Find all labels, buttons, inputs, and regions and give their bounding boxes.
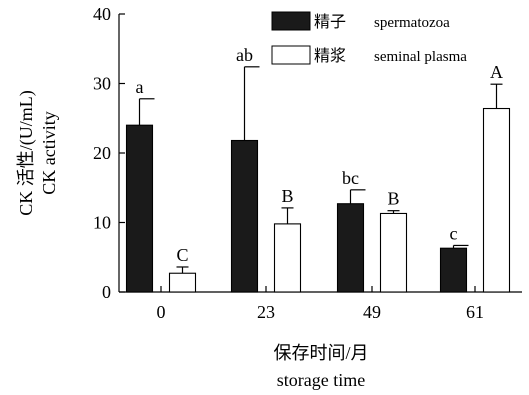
significance-letter: bc xyxy=(342,168,359,188)
significance-letter: c xyxy=(450,223,458,243)
y-axis-title-line1: CK 活性/(U/mL) xyxy=(16,90,37,216)
bar-spermatozoa xyxy=(336,203,365,293)
legend: 精子 spermatozoa 精浆 seminal plasma xyxy=(271,11,467,65)
significance-letter: ab xyxy=(236,45,253,65)
x-tick-label: 23 xyxy=(257,302,275,322)
significance-letter: B xyxy=(281,186,293,206)
significance-letter: B xyxy=(387,189,399,209)
y-axis-title: CK 活性/(U/mL) CK activity xyxy=(16,90,59,216)
significance-letter: a xyxy=(136,77,144,97)
legend-label-spermatozoa-zh: 精子 xyxy=(314,13,346,31)
y-ticks: 0 10 20 30 40 xyxy=(93,4,125,302)
significance-letter: C xyxy=(176,245,188,265)
bar-spermatozoa xyxy=(125,124,154,293)
bar-seminal-plasma xyxy=(168,272,197,293)
y-tick-label: 30 xyxy=(93,74,111,94)
y-axis-title-line2: CK activity xyxy=(39,111,59,195)
bars: a Cab Bbc Bc A xyxy=(125,45,511,293)
legend-label-seminal-plasma-zh: 精浆 xyxy=(314,47,346,65)
x-tick-label: 0 xyxy=(157,302,166,322)
y-tick-label: 0 xyxy=(102,282,111,302)
bar-seminal-plasma xyxy=(273,223,302,293)
x-axis-title: 保存时间/月 storage time xyxy=(273,343,368,390)
y-tick-label: 20 xyxy=(93,143,111,163)
bar-seminal-plasma xyxy=(482,107,511,293)
y-tick-label: 10 xyxy=(93,213,111,233)
legend-swatch-seminal-plasma xyxy=(271,45,311,65)
bar-spermatozoa xyxy=(439,247,468,293)
x-tick-label: 61 xyxy=(466,302,484,322)
bar-spermatozoa xyxy=(230,139,259,293)
x-axis-title-line1: 保存时间/月 xyxy=(273,343,368,363)
x-ticks: 0 23 49 61 xyxy=(157,286,484,322)
significance-letter: A xyxy=(490,62,503,82)
bar-seminal-plasma xyxy=(379,212,408,293)
legend-label-spermatozoa-en: spermatozoa xyxy=(374,15,450,31)
x-axis-title-line2: storage time xyxy=(277,370,365,390)
x-tick-label: 49 xyxy=(363,302,381,322)
legend-swatch-spermatozoa xyxy=(271,11,311,31)
y-tick-label: 40 xyxy=(93,4,111,24)
legend-label-seminal-plasma-en: seminal plasma xyxy=(374,49,467,65)
